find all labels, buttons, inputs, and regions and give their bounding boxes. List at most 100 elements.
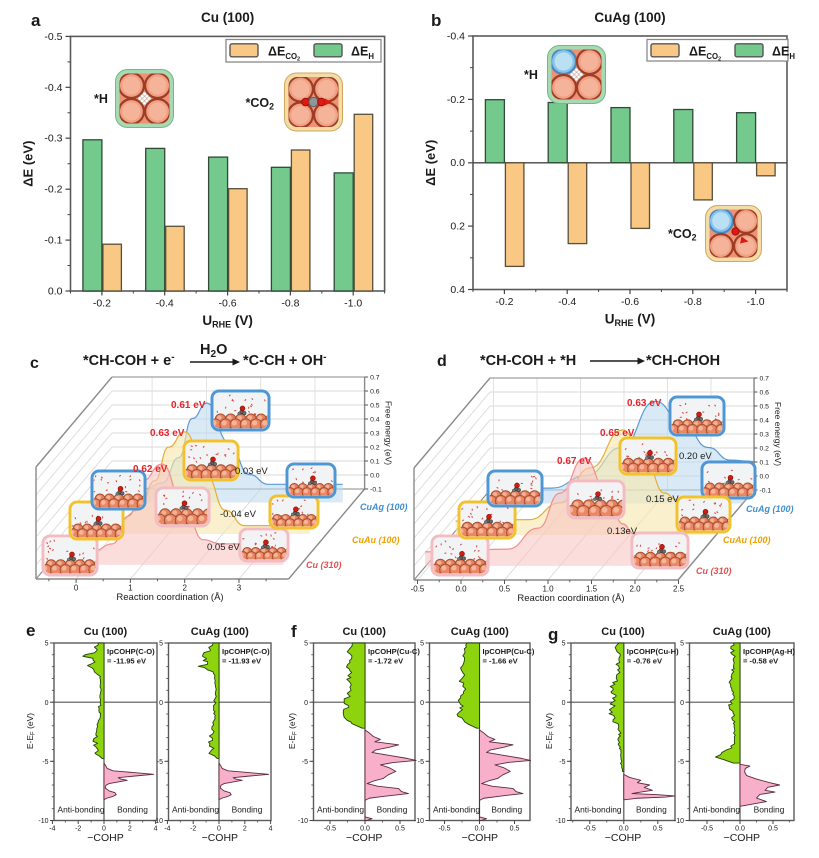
svg-text:0.7: 0.7 bbox=[760, 375, 770, 382]
svg-text:-10: -10 bbox=[674, 818, 684, 825]
svg-text:0.5: 0.5 bbox=[510, 826, 520, 833]
svg-text:5: 5 bbox=[680, 641, 684, 648]
svg-text:0.0: 0.0 bbox=[455, 585, 467, 594]
svg-text:ΔE (eV): ΔE (eV) bbox=[423, 140, 438, 186]
svg-text:IpCOHP(Cu-H): IpCOHP(Cu-H) bbox=[627, 647, 679, 656]
svg-text:0.2: 0.2 bbox=[450, 221, 465, 233]
svg-text:f: f bbox=[291, 622, 297, 641]
svg-text:0.7: 0.7 bbox=[370, 374, 380, 381]
svg-text:ΔEH: ΔEH bbox=[351, 45, 374, 62]
svg-text:IpCOHP(Ag-H): IpCOHP(Ag-H) bbox=[743, 647, 795, 656]
svg-text:Cu (100): Cu (100) bbox=[601, 626, 645, 638]
svg-text:0.0: 0.0 bbox=[370, 472, 380, 479]
svg-text:CuAu (100): CuAu (100) bbox=[352, 535, 400, 545]
svg-text:= -1.72 eV: = -1.72 eV bbox=[368, 657, 404, 666]
svg-text:IpCOHP(C-O): IpCOHP(C-O) bbox=[107, 647, 155, 656]
svg-text:-5: -5 bbox=[302, 759, 308, 766]
svg-text:e: e bbox=[26, 621, 35, 640]
svg-text:0.4: 0.4 bbox=[450, 284, 465, 296]
svg-text:0: 0 bbox=[420, 700, 424, 707]
svg-text:H2O: H2O bbox=[200, 342, 227, 360]
svg-text:Cu (100): Cu (100) bbox=[342, 626, 386, 638]
svg-text:-0.2: -0.2 bbox=[447, 94, 465, 106]
svg-text:0.5: 0.5 bbox=[395, 826, 405, 833]
svg-text:ΔECO2: ΔECO2 bbox=[268, 45, 300, 63]
svg-text:0.0: 0.0 bbox=[48, 286, 63, 298]
svg-text:Bonding: Bonding bbox=[377, 805, 408, 815]
svg-text:*C-CH + OH-: *C-CH + OH- bbox=[243, 352, 327, 369]
svg-text:-5: -5 bbox=[42, 759, 48, 766]
svg-text:4: 4 bbox=[269, 826, 273, 833]
svg-text:−COHP: −COHP bbox=[87, 832, 123, 844]
svg-text:5: 5 bbox=[562, 641, 566, 648]
svg-text:0: 0 bbox=[217, 826, 221, 833]
svg-text:-0.8: -0.8 bbox=[281, 298, 299, 310]
svg-text:3: 3 bbox=[237, 584, 242, 593]
svg-text:0.4: 0.4 bbox=[370, 416, 380, 423]
svg-text:CuAg (100): CuAg (100) bbox=[594, 10, 665, 25]
svg-text:-10: -10 bbox=[555, 818, 565, 825]
svg-text:Bonding: Bonding bbox=[636, 805, 667, 815]
svg-text:CuAg (100): CuAg (100) bbox=[191, 626, 249, 638]
svg-text:Cu (100): Cu (100) bbox=[201, 10, 254, 25]
svg-text:0: 0 bbox=[680, 700, 684, 707]
svg-text:= -11.95 eV: = -11.95 eV bbox=[107, 657, 147, 666]
svg-text:-10: -10 bbox=[153, 818, 163, 825]
svg-text:Anti-bonding: Anti-bonding bbox=[433, 805, 480, 815]
svg-text:−COHP: −COHP bbox=[202, 832, 238, 844]
svg-text:−COHP: −COHP bbox=[346, 832, 382, 844]
svg-text:0.15 eV: 0.15 eV bbox=[646, 494, 679, 505]
svg-text:-0.5: -0.5 bbox=[411, 585, 425, 594]
svg-text:0: 0 bbox=[304, 700, 308, 707]
svg-text:5: 5 bbox=[420, 641, 424, 648]
svg-text:-2: -2 bbox=[190, 826, 196, 833]
svg-text:0.67 eV: 0.67 eV bbox=[557, 456, 592, 467]
svg-text:ΔECO2: ΔECO2 bbox=[689, 45, 721, 63]
svg-text:Bonding: Bonding bbox=[232, 805, 263, 815]
svg-text:0.63 eV: 0.63 eV bbox=[627, 398, 662, 409]
svg-text:d: d bbox=[437, 353, 447, 370]
svg-text:-0.8: -0.8 bbox=[684, 296, 702, 308]
svg-text:*CH-COH + *H: *CH-COH + *H bbox=[480, 353, 576, 369]
svg-text:2.5: 2.5 bbox=[673, 585, 685, 594]
svg-text:Reaction coordination (Å): Reaction coordination (Å) bbox=[116, 592, 223, 603]
svg-text:Reaction coordination (Å): Reaction coordination (Å) bbox=[517, 593, 624, 604]
svg-text:-5: -5 bbox=[157, 759, 163, 766]
svg-text:5: 5 bbox=[304, 641, 308, 648]
svg-text:CuAg (100): CuAg (100) bbox=[451, 626, 509, 638]
svg-text:0.0: 0.0 bbox=[475, 826, 485, 833]
svg-text:0.5: 0.5 bbox=[499, 585, 511, 594]
svg-text:a: a bbox=[31, 11, 41, 30]
svg-text:0.0: 0.0 bbox=[450, 157, 465, 169]
svg-text:2: 2 bbox=[182, 584, 187, 593]
svg-text:= -0.58 eV: = -0.58 eV bbox=[743, 657, 779, 666]
svg-text:IpCOHP(Cu-C): IpCOHP(Cu-C) bbox=[368, 647, 420, 656]
svg-text:0.0: 0.0 bbox=[735, 826, 745, 833]
svg-text:-0.5: -0.5 bbox=[701, 826, 713, 833]
svg-text:Free energy (eV): Free energy (eV) bbox=[384, 401, 394, 465]
svg-text:0.5: 0.5 bbox=[760, 403, 770, 410]
svg-text:b: b bbox=[431, 11, 441, 30]
svg-text:5: 5 bbox=[45, 641, 49, 648]
svg-text:1.5: 1.5 bbox=[586, 585, 598, 594]
svg-text:Anti-bonding: Anti-bonding bbox=[58, 805, 105, 815]
svg-text:0.5: 0.5 bbox=[653, 826, 663, 833]
svg-text:1.0: 1.0 bbox=[542, 585, 554, 594]
svg-text:0.13eV: 0.13eV bbox=[607, 526, 638, 537]
svg-text:0: 0 bbox=[562, 700, 566, 707]
svg-text:0.03 eV: 0.03 eV bbox=[235, 466, 268, 477]
svg-text:0.0: 0.0 bbox=[619, 826, 629, 833]
svg-text:-0.6: -0.6 bbox=[219, 298, 237, 310]
svg-text:2: 2 bbox=[243, 826, 247, 833]
svg-text:-2: -2 bbox=[75, 826, 81, 833]
svg-text:-0.1: -0.1 bbox=[44, 235, 62, 247]
svg-text:0.2: 0.2 bbox=[370, 444, 380, 451]
svg-text:0.6: 0.6 bbox=[370, 388, 380, 395]
svg-text:0.20 eV: 0.20 eV bbox=[679, 451, 712, 462]
svg-text:0.1: 0.1 bbox=[370, 458, 380, 465]
svg-text:0.5: 0.5 bbox=[370, 402, 380, 409]
svg-text:-5: -5 bbox=[559, 759, 565, 766]
svg-text:-1.0: -1.0 bbox=[747, 296, 765, 308]
svg-text:2.0: 2.0 bbox=[629, 585, 641, 594]
svg-text:-0.5: -0.5 bbox=[438, 826, 450, 833]
